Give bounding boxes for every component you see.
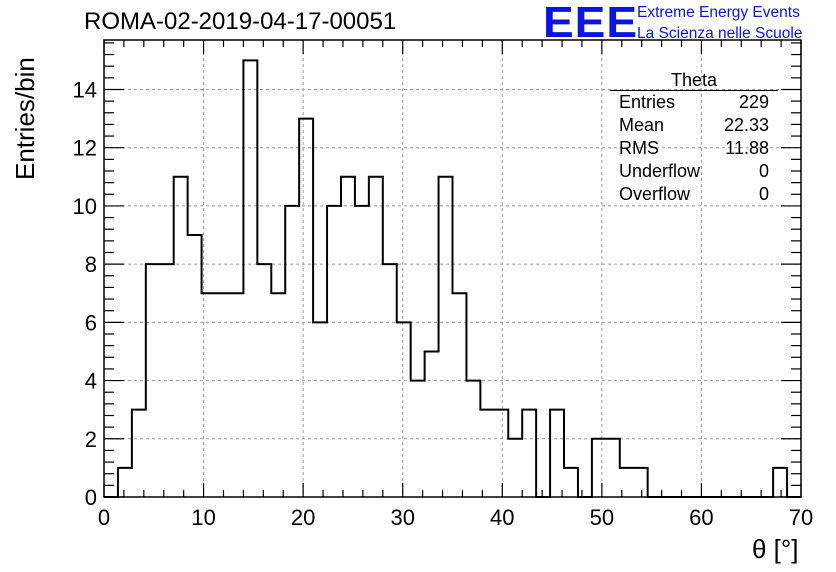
histogram-bin bbox=[132, 410, 146, 497]
stats-label: RMS bbox=[619, 138, 659, 158]
x-tick-label: 60 bbox=[689, 505, 713, 530]
histogram-bin bbox=[216, 293, 230, 497]
stats-label: Overflow bbox=[619, 184, 691, 204]
histogram-bin bbox=[466, 381, 480, 497]
x-tick-label: 70 bbox=[789, 505, 813, 530]
plot-frame bbox=[103, 39, 802, 498]
histogram-bin bbox=[425, 351, 439, 497]
histogram-bin bbox=[453, 293, 467, 497]
histogram-bin bbox=[285, 206, 299, 497]
histogram-bin bbox=[341, 177, 355, 497]
stats-value: 22.33 bbox=[723, 115, 769, 135]
histogram-bin bbox=[327, 206, 341, 497]
histogram-bin bbox=[550, 410, 564, 497]
histogram-bin bbox=[494, 410, 508, 497]
histogram-bin bbox=[243, 60, 257, 497]
stats-row-entries: Entries 229 bbox=[610, 91, 778, 114]
y-tick-label: 0 bbox=[85, 485, 97, 510]
histogram-bin bbox=[369, 177, 383, 497]
histogram-bin bbox=[439, 177, 453, 497]
histogram-bin bbox=[146, 264, 160, 497]
x-tick-label: 10 bbox=[191, 505, 215, 530]
histogram-bin bbox=[634, 468, 648, 497]
stats-label: Underflow bbox=[619, 161, 701, 181]
y-tick-label: 2 bbox=[85, 427, 97, 452]
stats-row-underflow: Underflow 0 bbox=[610, 160, 778, 183]
stats-row-overflow: Overflow 0 bbox=[610, 183, 778, 206]
histogram-bin bbox=[118, 468, 132, 497]
histogram-bin bbox=[174, 177, 188, 497]
histogram-bin bbox=[271, 293, 285, 497]
x-axis-label: θ [°] bbox=[752, 534, 799, 564]
x-tick-label: 30 bbox=[390, 505, 414, 530]
stats-box: Theta Entries 229 Mean 22.33 RMS 11.88 U… bbox=[610, 70, 778, 206]
stats-value: 0 bbox=[758, 161, 769, 181]
stats-value: 11.88 bbox=[725, 138, 769, 158]
histogram-bin bbox=[411, 381, 425, 497]
histogram-series bbox=[104, 59, 801, 498]
histogram-bin bbox=[397, 322, 411, 497]
y-tick-label: 4 bbox=[85, 369, 97, 394]
histogram-bin bbox=[592, 439, 606, 497]
histogram-bin bbox=[202, 293, 216, 497]
stats-value: 229 bbox=[738, 92, 769, 112]
histogram-bin bbox=[355, 206, 369, 497]
y-tick-label: 14 bbox=[73, 77, 97, 102]
histogram-bin bbox=[480, 410, 494, 497]
chart-title: ROMA-02-2019-04-17-00051 bbox=[84, 8, 397, 35]
x-tick-label: 50 bbox=[590, 505, 614, 530]
y-tick-label: 6 bbox=[85, 310, 97, 335]
histogram-bin bbox=[564, 468, 578, 497]
stats-title: Theta bbox=[610, 70, 778, 91]
histogram-bin bbox=[160, 264, 174, 497]
histogram-bin bbox=[773, 468, 787, 497]
stats-label: Mean bbox=[619, 115, 665, 135]
x-tick-label: 40 bbox=[490, 505, 514, 530]
histogram-bin bbox=[383, 264, 397, 497]
stats-label: Entries bbox=[619, 92, 676, 112]
histogram-bin bbox=[188, 235, 202, 497]
x-tick-label: 0 bbox=[98, 505, 110, 530]
histogram-bin bbox=[257, 264, 271, 497]
histogram-bin bbox=[508, 439, 522, 497]
y-tick-label: 10 bbox=[73, 194, 97, 219]
stats-row-rms: RMS 11.88 bbox=[610, 137, 778, 160]
y-axis-label: Entries/bin bbox=[10, 57, 40, 180]
y-tick-label: 8 bbox=[85, 252, 97, 277]
x-tick-label: 20 bbox=[291, 505, 315, 530]
histogram-bin bbox=[299, 119, 313, 497]
y-tick-label: 12 bbox=[73, 136, 97, 161]
stats-row-mean: Mean 22.33 bbox=[610, 114, 778, 137]
logo-text-line1: Extreme Energy Events bbox=[637, 4, 800, 21]
logo-text-line2: La Scienza nelle Scuole bbox=[637, 25, 803, 42]
stats-value: 0 bbox=[758, 184, 769, 204]
histogram-bin bbox=[606, 439, 620, 497]
histogram-bin bbox=[522, 410, 536, 497]
eee-logo: EEE bbox=[543, 0, 639, 47]
histogram-bin bbox=[229, 293, 243, 497]
histogram-bin bbox=[313, 322, 327, 497]
